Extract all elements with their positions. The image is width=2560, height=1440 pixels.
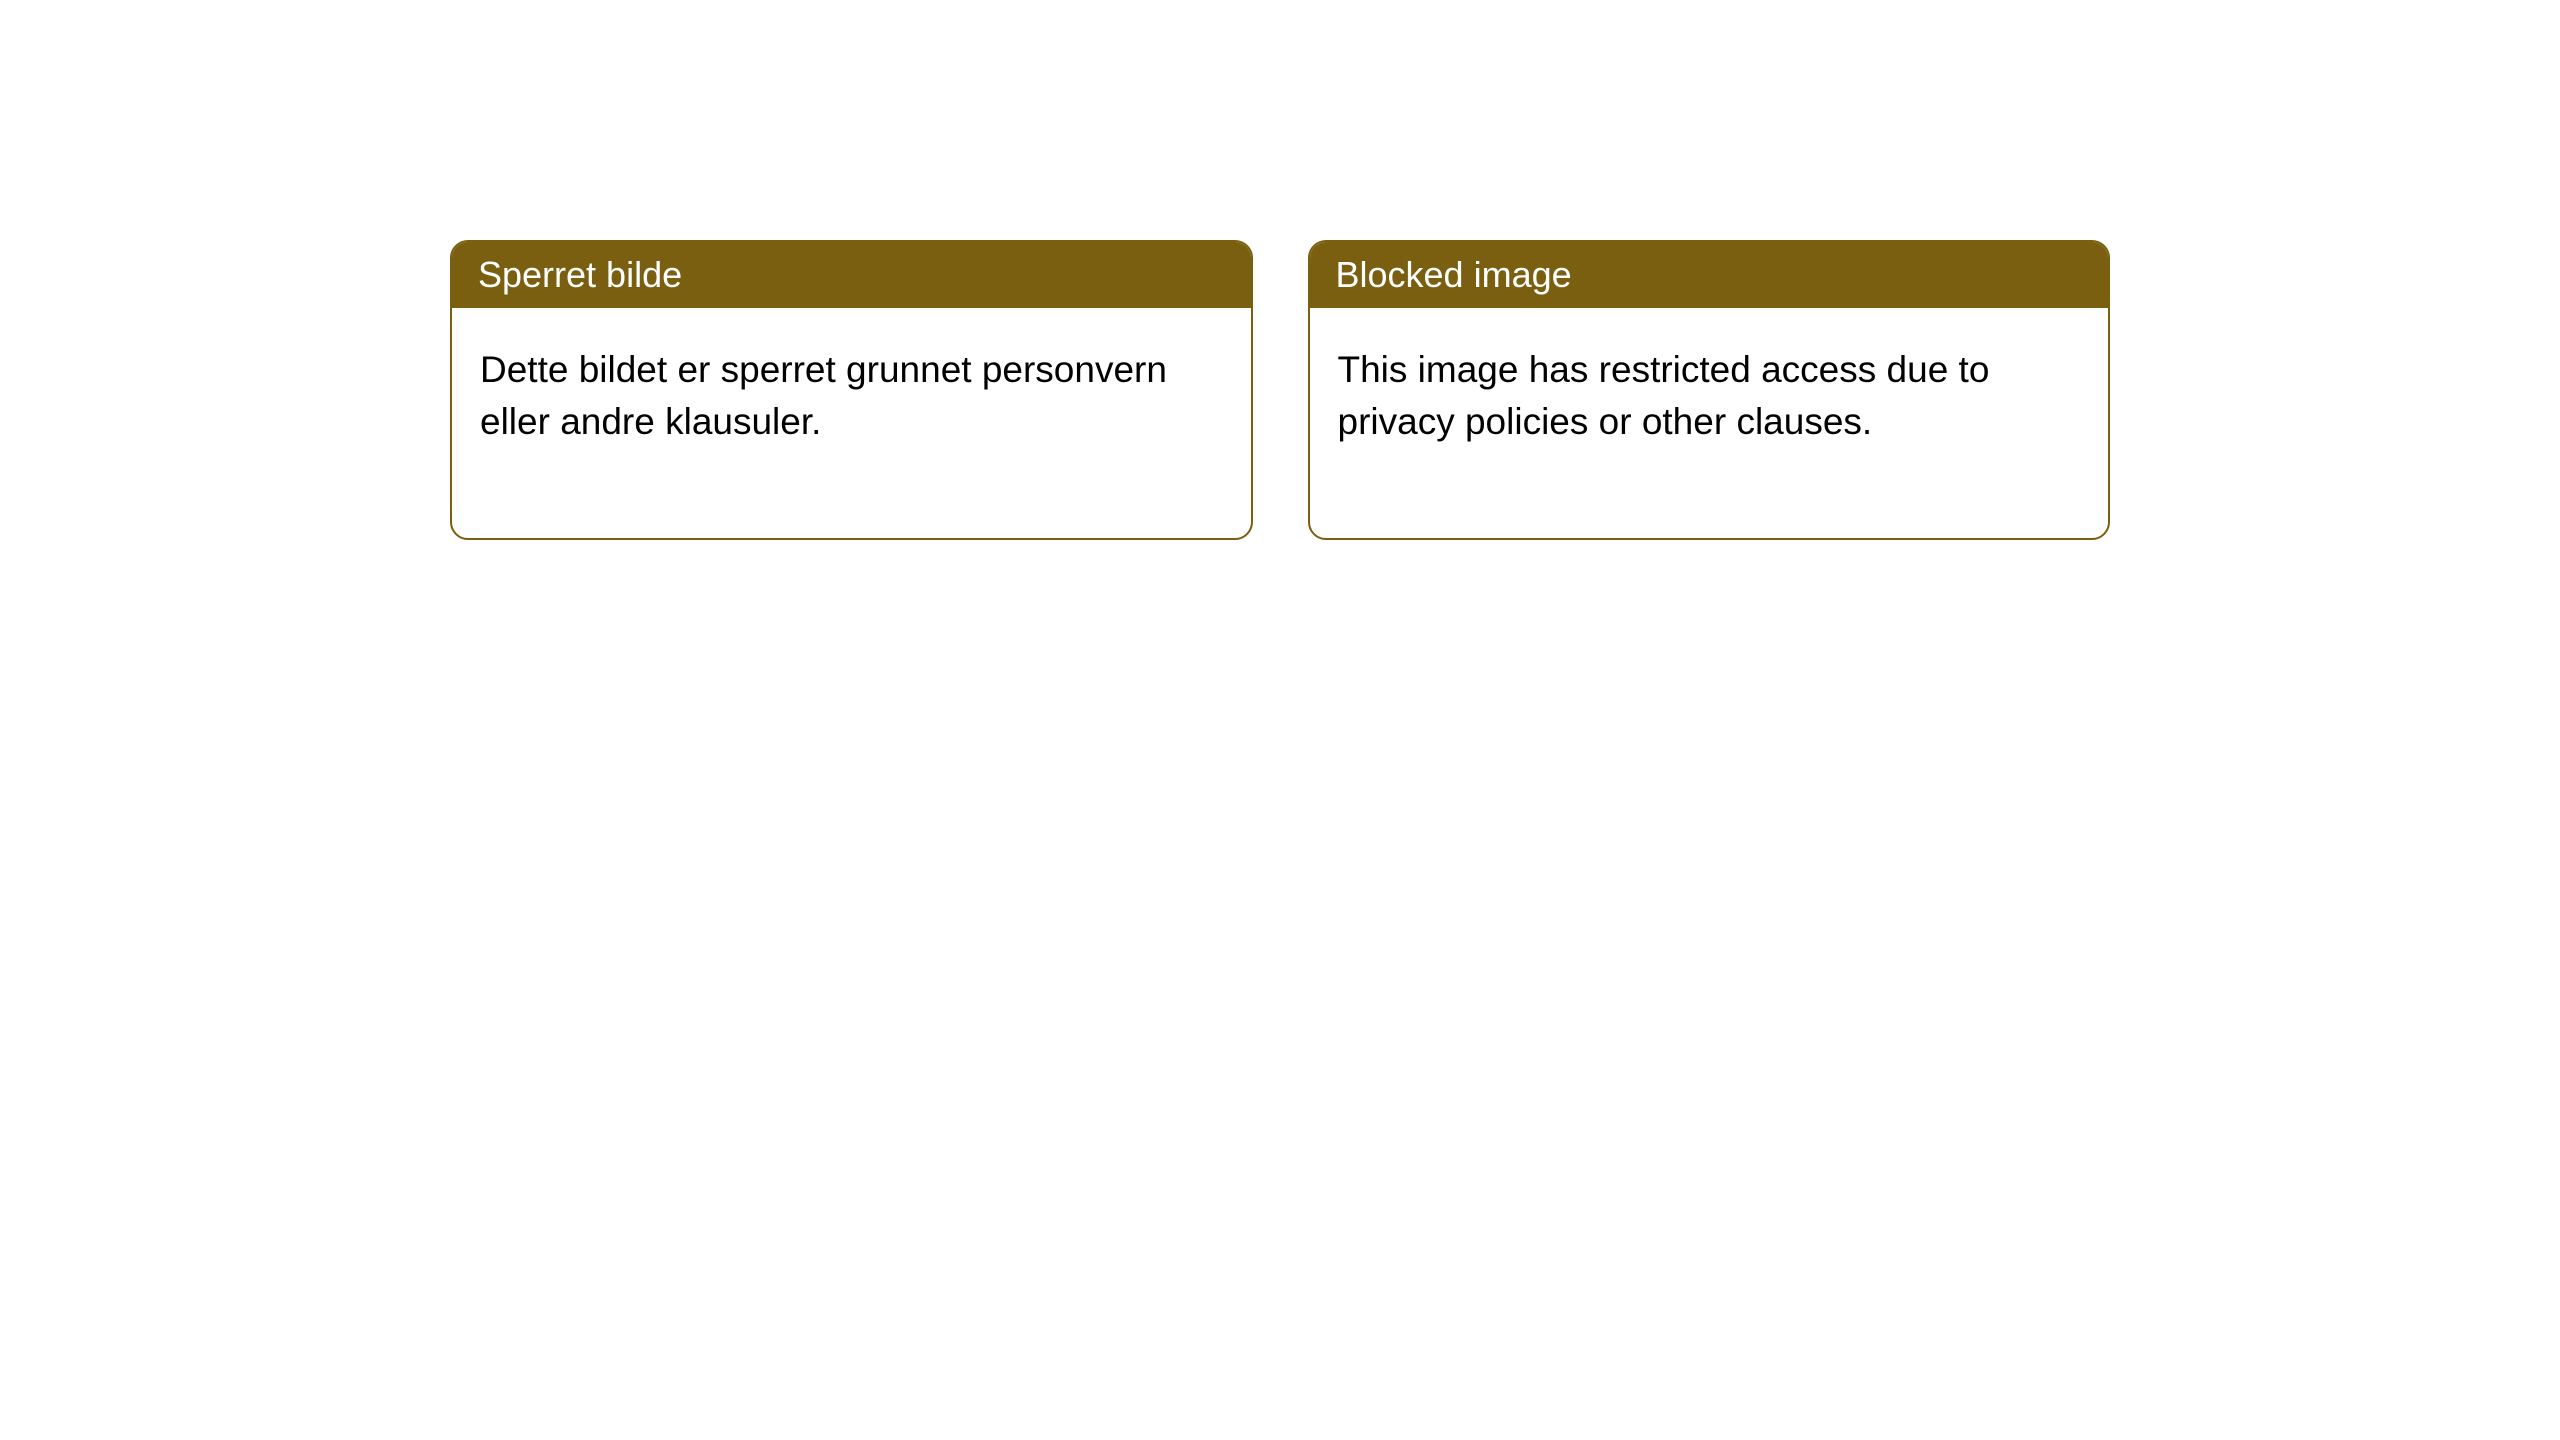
card-body: This image has restricted access due to …: [1310, 308, 2109, 538]
card-header: Sperret bilde: [452, 242, 1251, 308]
notice-cards-container: Sperret bilde Dette bildet er sperret gr…: [450, 240, 2110, 540]
notice-card-english: Blocked image This image has restricted …: [1308, 240, 2111, 540]
card-header: Blocked image: [1310, 242, 2109, 308]
notice-card-norwegian: Sperret bilde Dette bildet er sperret gr…: [450, 240, 1253, 540]
card-body: Dette bildet er sperret grunnet personve…: [452, 308, 1251, 538]
